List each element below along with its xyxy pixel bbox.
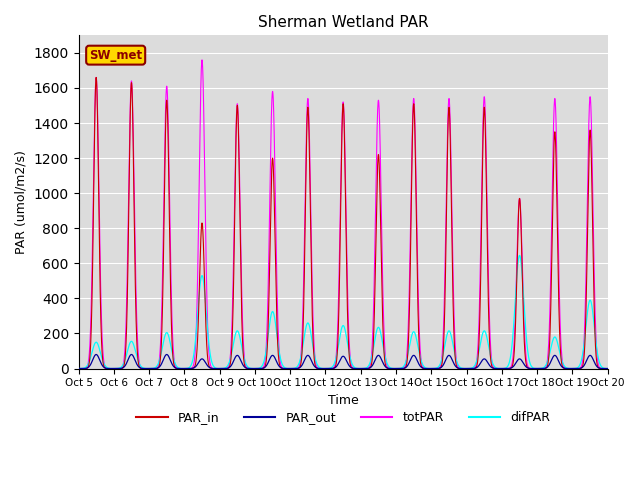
Y-axis label: PAR (umol/m2/s): PAR (umol/m2/s) bbox=[15, 150, 28, 254]
Legend: PAR_in, PAR_out, totPAR, difPAR: PAR_in, PAR_out, totPAR, difPAR bbox=[131, 406, 555, 429]
Title: Sherman Wetland PAR: Sherman Wetland PAR bbox=[258, 15, 428, 30]
X-axis label: Time: Time bbox=[328, 394, 358, 407]
Text: SW_met: SW_met bbox=[89, 48, 142, 61]
